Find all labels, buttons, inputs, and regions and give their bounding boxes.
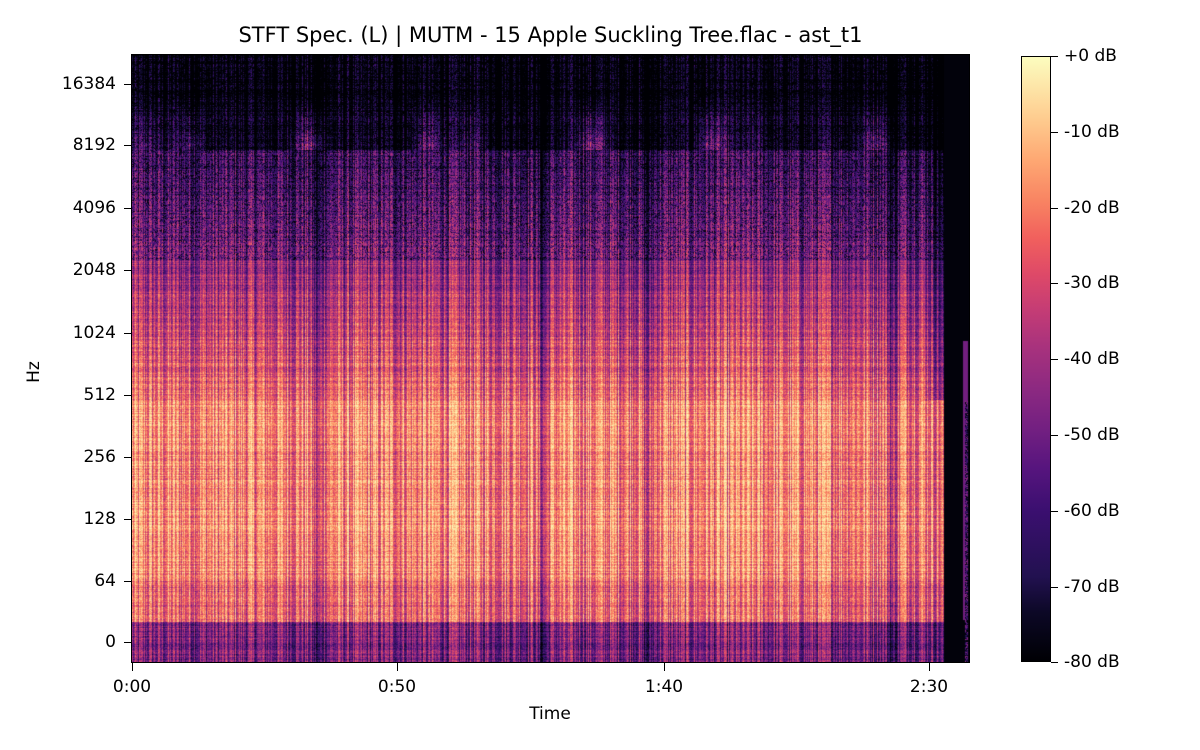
colorbar-tick — [1051, 56, 1058, 57]
colorbar-tick — [1051, 359, 1058, 360]
y-tick-label: 0 — [105, 632, 116, 652]
colorbar-tick-label: +0 dB — [1064, 46, 1117, 66]
x-tick-label: 1:40 — [644, 677, 684, 697]
colorbar-tick — [1051, 283, 1058, 284]
y-tick — [124, 270, 132, 271]
y-axis-label: Hz — [24, 361, 44, 383]
x-tick-label: 2:30 — [909, 677, 949, 697]
x-tick — [132, 663, 133, 671]
y-tick — [124, 519, 132, 520]
colorbar-tick-label: -80 dB — [1064, 652, 1120, 672]
colorbar-tick-label: -70 dB — [1064, 577, 1120, 597]
y-tick-label: 1024 — [72, 323, 116, 343]
y-tick — [124, 84, 132, 85]
colorbar-tick-label: -30 dB — [1064, 273, 1120, 293]
y-tick — [124, 208, 132, 209]
x-tick-label: 0:00 — [112, 677, 152, 697]
y-tick-label: 64 — [94, 571, 116, 591]
chart-title: STFT Spec. (L) | MUTM - 15 Apple Sucklin… — [238, 23, 863, 47]
colorbar-tick — [1051, 662, 1058, 663]
colorbar-tick-label: -50 dB — [1064, 425, 1120, 445]
y-tick — [124, 395, 132, 396]
colorbar-tick — [1051, 435, 1058, 436]
colorbar-tick — [1051, 132, 1058, 133]
y-tick-label: 512 — [83, 385, 116, 405]
y-tick — [124, 333, 132, 334]
colorbar-tick-label: -60 dB — [1064, 501, 1120, 521]
y-tick-label: 16384 — [61, 74, 116, 94]
y-tick — [124, 145, 132, 146]
colorbar-tick-label: -10 dB — [1064, 122, 1120, 142]
spectrogram-plot — [132, 55, 969, 662]
y-tick — [124, 642, 132, 643]
colorbar-tick-label: -40 dB — [1064, 349, 1120, 369]
y-tick-label: 128 — [83, 509, 116, 529]
y-tick — [124, 581, 132, 582]
colorbar-tick-label: -20 dB — [1064, 198, 1120, 218]
colorbar-tick — [1051, 511, 1058, 512]
colorbar-tick — [1051, 587, 1058, 588]
x-tick-label: 0:50 — [377, 677, 417, 697]
y-tick — [124, 457, 132, 458]
colorbar — [1021, 56, 1051, 662]
y-tick-label: 8192 — [72, 135, 116, 155]
colorbar-tick — [1051, 208, 1058, 209]
x-tick — [664, 663, 665, 671]
x-tick — [397, 663, 398, 671]
y-tick-label: 4096 — [72, 198, 116, 218]
y-tick-label: 256 — [83, 447, 116, 467]
x-tick — [929, 663, 930, 671]
y-tick-label: 2048 — [72, 260, 116, 280]
